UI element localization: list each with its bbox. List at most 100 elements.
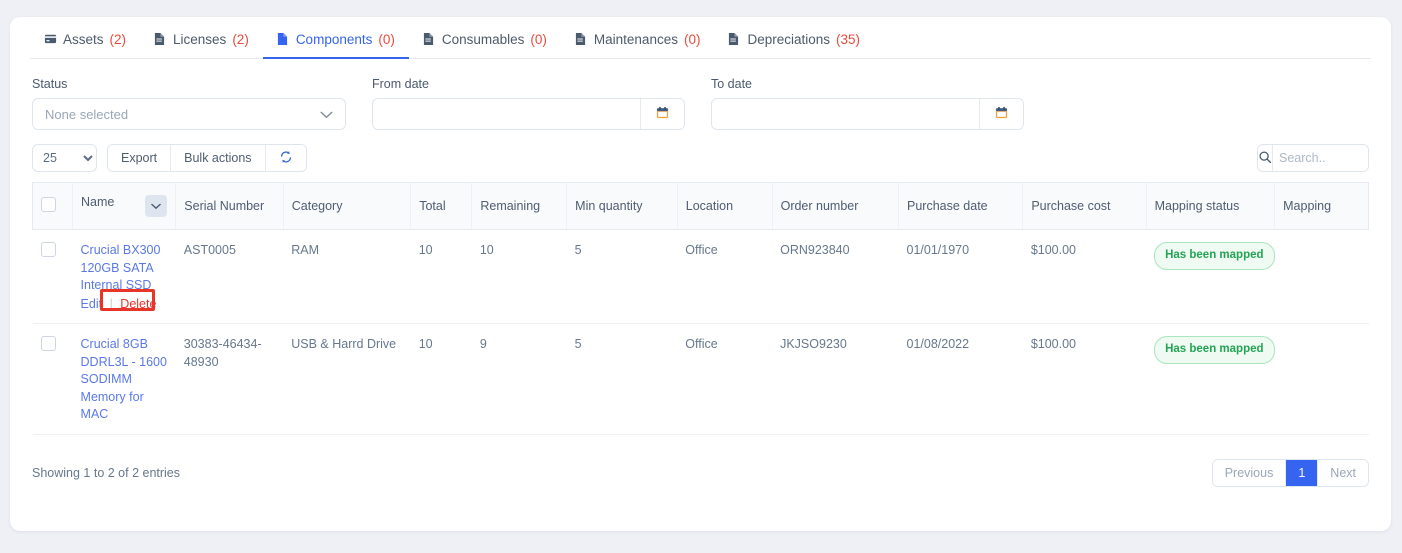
status-filter-group: Status None selected [32, 77, 346, 130]
next-page-button[interactable]: Next [1318, 459, 1368, 486]
column-header-min-quantity[interactable]: Min quantity [566, 182, 678, 230]
tab-maintenances-label: Maintenances [593, 32, 678, 47]
cell-min-quantity: 5 [566, 229, 678, 324]
to-date-label: To date [711, 77, 753, 91]
tab-assets[interactable]: Assets (2) [30, 32, 140, 58]
column-header-purchase-cost[interactable]: Purchase cost [1022, 182, 1147, 230]
cell-mapping [1274, 229, 1369, 324]
row-actions: Edit | Delete [80, 288, 168, 314]
select-all-header [31, 182, 74, 230]
cell-serial-number: 30383-46434-48930 [175, 323, 284, 435]
cell-category: RAM [283, 229, 411, 324]
search-input[interactable] [1273, 145, 1368, 171]
page-1-button[interactable]: 1 [1286, 459, 1319, 486]
cell-mapping [1274, 323, 1369, 435]
tab-depreciations[interactable]: Depreciations (35) [714, 32, 874, 58]
cell-location: Office [677, 323, 773, 435]
table-toolbar: 25 Export Bulk actions [10, 130, 1391, 172]
cell-purchase-date: 01/01/1970 [898, 229, 1023, 324]
from-date-input[interactable] [373, 99, 640, 129]
column-header-name-label: Name [81, 195, 115, 209]
bulk-actions-button[interactable]: Bulk actions [171, 145, 266, 171]
cell-category: USB & Harrd Drive [283, 323, 411, 435]
document-icon [277, 32, 290, 47]
calendar-icon [655, 105, 670, 123]
tab-assets-count: (2) [109, 32, 127, 47]
components-table-wrap: Name Serial Number Category Total Remain… [10, 172, 1391, 435]
from-date-calendar-button[interactable] [640, 99, 684, 129]
cell-purchase-cost: $100.00 [1022, 229, 1147, 324]
cell-order-number: ORN923840 [772, 229, 899, 324]
to-date-filter-group: To date [711, 77, 1024, 130]
cell-min-quantity: 5 [566, 323, 678, 435]
filter-bar: Status None selected From date [10, 59, 1391, 130]
status-badge: Has been mapped [1154, 242, 1275, 270]
tab-maintenances[interactable]: Maintenances (0) [561, 32, 715, 58]
component-name-link[interactable]: Crucial BX300 120GB SATA Internal SSD [80, 243, 161, 292]
delete-link[interactable]: Delete [120, 296, 157, 311]
tab-licenses-count: (2) [232, 32, 249, 47]
cell-name: Crucial BX300 120GB SATA Internal SSD Ed… [72, 229, 176, 324]
column-header-name[interactable]: Name [72, 182, 177, 230]
select-all-checkbox[interactable] [41, 197, 56, 212]
column-header-total[interactable]: Total [410, 182, 473, 230]
cell-mapping-status: Has been mapped [1146, 229, 1275, 324]
cell-name: Crucial 8GB DDRL3L - 1600 SODIMM Memory … [72, 323, 176, 435]
column-header-remaining[interactable]: Remaining [471, 182, 568, 230]
search-button[interactable] [1258, 145, 1273, 171]
page-length-select[interactable]: 25 [32, 144, 97, 172]
status-badge: Has been mapped [1154, 336, 1275, 364]
from-date-field[interactable] [372, 98, 685, 130]
column-header-serial-number[interactable]: Serial Number [175, 182, 284, 230]
table-header-row: Name Serial Number Category Total Remain… [31, 182, 1369, 230]
column-header-location[interactable]: Location [677, 182, 773, 230]
tab-consumables-count: (0) [530, 32, 547, 47]
row-checkbox[interactable] [40, 336, 56, 351]
tab-depreciations-label: Depreciations [747, 32, 831, 47]
previous-page-button[interactable]: Previous [1212, 459, 1287, 486]
tab-components[interactable]: Components (0) [262, 32, 409, 59]
components-card: Assets (2) Licenses (2) Components (0) C… [10, 17, 1391, 531]
cell-total: 10 [410, 229, 472, 324]
tab-components-label: Components [295, 32, 373, 47]
column-header-mapping[interactable]: Mapping [1274, 182, 1369, 230]
from-date-filter-group: From date [372, 77, 685, 130]
pagination: Previous 1 Next [1211, 458, 1369, 487]
table-body: Crucial BX300 120GB SATA Internal SSD Ed… [32, 229, 1369, 435]
tab-assets-label: Assets [63, 32, 104, 47]
column-header-purchase-date[interactable]: Purchase date [898, 182, 1024, 230]
tab-components-count: (0) [378, 32, 395, 47]
chevron-down-icon [320, 107, 333, 122]
calendar-icon [994, 105, 1009, 123]
sort-name-button[interactable] [145, 195, 168, 217]
cell-mapping-status: Has been mapped [1146, 323, 1275, 435]
toolbar-left-group: 25 Export Bulk actions [32, 144, 307, 172]
tab-licenses-label: Licenses [173, 32, 227, 47]
row-select-cell [32, 229, 73, 324]
row-checkbox[interactable] [40, 242, 56, 257]
tab-consumables-label: Consumables [441, 32, 525, 47]
table-row: Crucial BX300 120GB SATA Internal SSD Ed… [32, 229, 1369, 324]
export-button[interactable]: Export [108, 145, 172, 171]
status-select-value: None selected [45, 106, 129, 122]
cell-purchase-cost: $100.00 [1022, 323, 1147, 435]
component-name-link[interactable]: Crucial 8GB DDRL3L - 1600 SODIMM Memory … [80, 337, 167, 421]
cell-purchase-date: 01/08/2022 [898, 323, 1023, 435]
to-date-calendar-button[interactable] [979, 99, 1023, 129]
column-header-order-number[interactable]: Order number [772, 182, 900, 230]
table-action-buttons: Export Bulk actions [107, 144, 307, 172]
tab-bar: Assets (2) Licenses (2) Components (0) C… [30, 17, 1371, 59]
refresh-icon [279, 150, 293, 167]
column-header-mapping-status[interactable]: Mapping status [1146, 182, 1276, 230]
refresh-button[interactable] [265, 145, 306, 171]
tab-consumables[interactable]: Consumables (0) [409, 32, 561, 58]
table-footer: Showing 1 to 2 of 2 entries Previous 1 N… [10, 435, 1391, 487]
edit-link[interactable]: Edit [80, 296, 103, 311]
to-date-input[interactable] [712, 99, 979, 129]
entries-info: Showing 1 to 2 of 2 entries [32, 465, 181, 480]
column-header-category[interactable]: Category [283, 182, 412, 230]
tab-licenses[interactable]: Licenses (2) [140, 32, 263, 58]
status-select[interactable]: None selected [32, 98, 346, 130]
to-date-field[interactable] [711, 98, 1024, 130]
row-select-cell [32, 323, 73, 435]
